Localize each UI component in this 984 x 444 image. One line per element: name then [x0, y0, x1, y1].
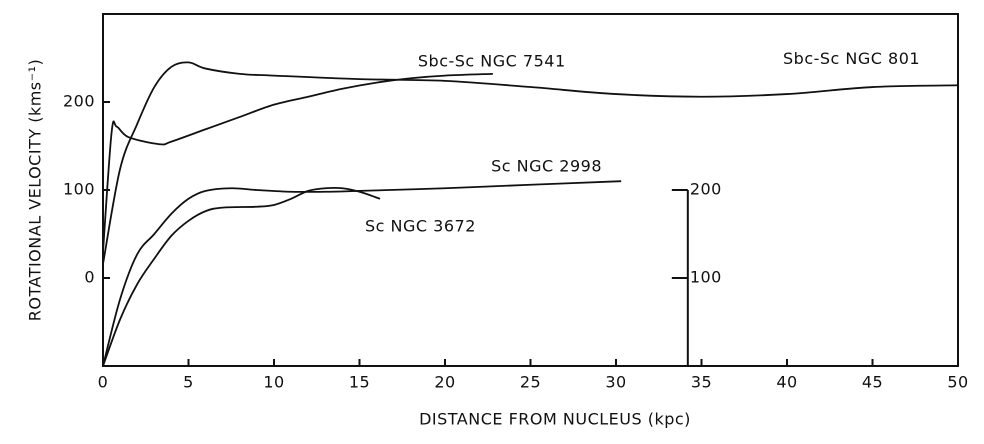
x-tick-label: 20: [434, 373, 455, 392]
x-tick-label: 30: [605, 373, 626, 392]
x-tick-label: 40: [776, 373, 797, 392]
curve-label: Sbc-Sc NGC 7541: [418, 51, 566, 70]
y2-tick-label: 200: [690, 180, 722, 199]
curve-label: Sbc-Sc NGC 801: [783, 49, 920, 68]
y-tick-label: 0: [84, 268, 95, 287]
curve: [102, 180, 622, 367]
x-tick-label: 0: [98, 373, 109, 392]
x-tick-label: 15: [349, 373, 370, 392]
x-tick-label: 45: [862, 373, 883, 392]
curve-label: Sc NGC 3672: [365, 216, 476, 235]
x-axis-label: DISTANCE FROM NUCLEUS (kpc): [419, 410, 691, 429]
y2-tick-label: 100: [690, 268, 722, 287]
x-tick-label: 50: [947, 373, 968, 392]
y-tick-label: 200: [63, 92, 95, 111]
x-tick-label: 10: [263, 373, 284, 392]
x-tick-label: 5: [183, 373, 194, 392]
x-tick-label: 35: [691, 373, 712, 392]
x-tick-label: 25: [520, 373, 541, 392]
y-axis-label: ROTATIONAL VELOCITY (kms⁻¹): [26, 59, 45, 322]
curve: [102, 61, 959, 265]
y-tick-label: 100: [63, 180, 95, 199]
curve-label: Sc NGC 2998: [491, 157, 602, 176]
curve: [102, 186, 381, 367]
